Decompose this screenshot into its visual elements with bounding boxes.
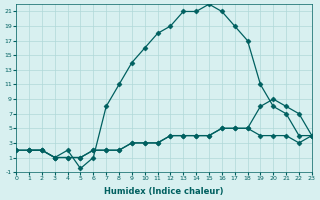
X-axis label: Humidex (Indice chaleur): Humidex (Indice chaleur)	[104, 187, 224, 196]
